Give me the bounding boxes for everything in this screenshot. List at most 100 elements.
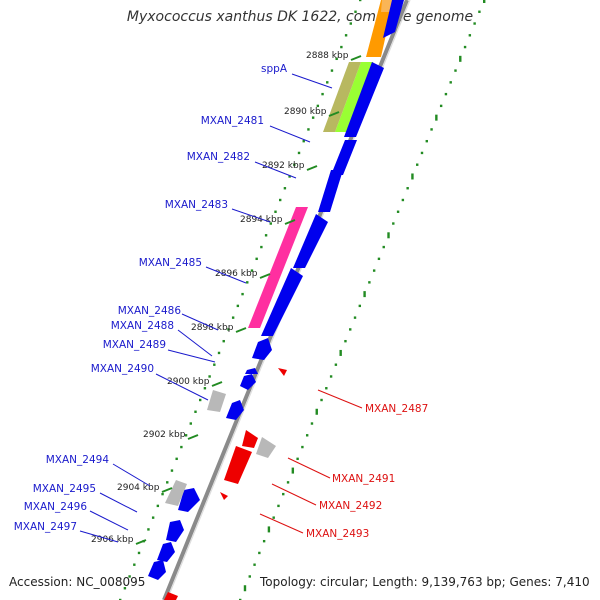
gc-content-tracks — [119, 0, 486, 600]
forward-label-leader — [79, 530, 119, 543]
gc-dot — [334, 363, 338, 366]
gc-dot — [463, 45, 467, 49]
forward-gene-labels: sppA MXAN_2481 MXAN_2482 MXAN_2483 MXAN_2485… — [14, 63, 333, 543]
gc-dot — [420, 151, 424, 155]
gc-dot — [170, 469, 174, 472]
forward-gene — [157, 542, 175, 562]
gc-dot — [416, 163, 419, 166]
gc-dot — [302, 139, 305, 143]
kbp-tick-label: 2904 kbp — [117, 483, 160, 493]
gc-dot — [473, 22, 476, 25]
kbp-tick-label: 2902 kbp — [143, 430, 186, 440]
forward-label-leader — [181, 313, 219, 331]
gc-dot — [454, 69, 457, 72]
gc-dot — [330, 69, 334, 72]
gc-dot — [320, 398, 323, 402]
reverse-label-leader — [271, 483, 317, 506]
gc-dot — [315, 408, 318, 415]
gc-dot — [246, 281, 249, 284]
accession-label: Accession: NC_008095 — [9, 575, 146, 589]
forward-gene — [293, 214, 328, 268]
reverse-label-leader — [287, 457, 331, 479]
gc-dot — [339, 349, 342, 356]
forward-gene — [245, 368, 258, 374]
grey-gene-track — [165, 390, 276, 506]
forward-gene-label: MXAN_2483 — [165, 199, 228, 211]
gc-dot — [262, 539, 266, 543]
gc-dot — [274, 210, 277, 213]
gc-dot — [277, 504, 280, 508]
forward-label-leader — [177, 329, 213, 357]
gc-dot — [272, 516, 275, 519]
forward-gene — [166, 520, 184, 542]
gc-dot — [372, 269, 376, 272]
gc-dot — [297, 151, 301, 155]
gc-dot — [175, 457, 178, 461]
gc-dot — [353, 316, 357, 319]
gc-dot — [459, 55, 462, 62]
forward-label-leader — [205, 266, 247, 284]
gc-dot — [368, 281, 371, 284]
kbp-tick-label: 2890 kbp — [284, 107, 327, 117]
forward-gene-label: MXAN_2494 — [46, 454, 110, 466]
gc-dot — [203, 387, 207, 390]
gc-dot — [444, 92, 448, 96]
forward-gene-label: MXAN_2495 — [33, 483, 96, 495]
forward-gene — [383, 0, 404, 38]
gc-dot — [119, 598, 122, 600]
forward-label-leader — [99, 492, 138, 513]
forward-gene — [261, 268, 303, 336]
gc-dot — [184, 434, 188, 437]
forward-gene — [240, 374, 256, 390]
forward-gene-label: MXAN_2496 — [24, 501, 88, 513]
grey-gene — [165, 480, 187, 506]
reverse-gene-track — [164, 368, 287, 600]
reverse-gene — [278, 368, 287, 376]
kbp-tick-mark — [161, 487, 173, 493]
grey-gene — [207, 390, 226, 412]
forward-gene-label: MXAN_2485 — [139, 257, 202, 269]
forward-label-leader — [112, 463, 151, 487]
gc-dot — [430, 128, 433, 131]
gc-dot — [478, 10, 481, 13]
gc-dot — [133, 563, 136, 566]
forward-label-leader — [269, 125, 311, 143]
gc-dot — [253, 563, 256, 566]
kbp-tick-mark — [235, 327, 247, 333]
gc-dot — [363, 291, 366, 298]
reverse-label-leader — [317, 389, 363, 409]
reverse-gene — [220, 492, 228, 500]
kbp-tick-label: 2892 kbp — [262, 161, 305, 171]
gc-dot — [199, 398, 202, 402]
forward-label-leader — [254, 161, 297, 179]
kbp-tick-mark — [328, 111, 340, 117]
gc-dot — [354, 10, 357, 13]
forward-gene — [252, 338, 272, 360]
gc-dot — [288, 175, 291, 178]
gc-dot — [344, 34, 348, 37]
gc-dot — [267, 526, 271, 533]
gc-dot — [241, 292, 244, 296]
gc-dot — [236, 304, 240, 308]
gc-dot — [217, 351, 221, 355]
gc-dot — [250, 269, 254, 272]
gc-dot — [222, 339, 225, 343]
gc-dot — [151, 516, 155, 519]
forward-label-leader — [291, 73, 333, 89]
reverse-gene-label: MXAN_2487 — [365, 403, 428, 415]
gc-dot — [311, 116, 315, 119]
gc-dot — [406, 187, 409, 190]
gc-dot — [189, 422, 192, 425]
gc-dot — [401, 198, 405, 202]
forward-label-leader — [231, 208, 271, 223]
gc-dot — [264, 234, 268, 237]
gc-dot — [329, 375, 333, 378]
summary-label: Topology: circular; Length: 9,139,763 bp… — [260, 575, 590, 589]
gc-dot — [483, 0, 486, 3]
gc-dot — [349, 22, 352, 25]
forward-gene — [331, 140, 357, 175]
gc-dot — [382, 245, 385, 249]
kbp-tick-mark — [306, 165, 318, 171]
gc-dot — [310, 422, 314, 425]
